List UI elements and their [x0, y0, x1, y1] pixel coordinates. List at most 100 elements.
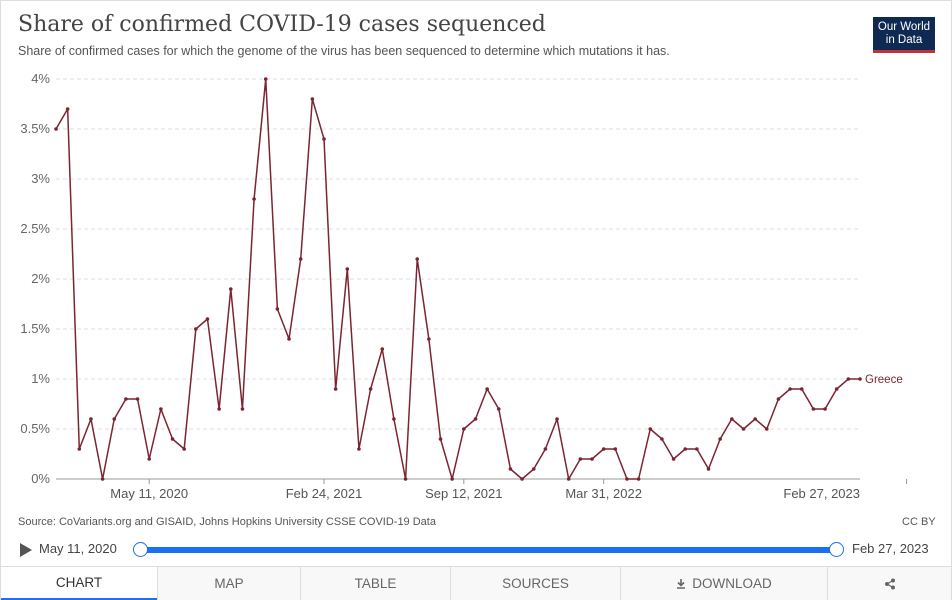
data-point: [427, 337, 431, 341]
data-point: [683, 447, 688, 451]
data-point: [415, 257, 420, 261]
download-icon: [677, 578, 686, 589]
data-point: [368, 387, 373, 391]
data-point: [333, 387, 338, 391]
timeline-start-handle[interactable]: [133, 542, 148, 557]
tab-sources[interactable]: SOURCES: [450, 567, 620, 600]
y-tick-label: 4%: [31, 71, 50, 86]
y-tick-label: 0.5%: [20, 421, 50, 436]
data-point: [310, 97, 315, 101]
tab-map[interactable]: MAP: [157, 567, 300, 600]
data-point: [322, 137, 326, 141]
data-point: [205, 317, 210, 321]
data-point: [753, 417, 757, 421]
data-point: [858, 377, 862, 381]
data-point: [730, 417, 734, 421]
data-point: [135, 397, 140, 401]
source-note[interactable]: Source: CoVariants.org and GISAID, Johns…: [18, 516, 436, 528]
data-point: [450, 477, 454, 481]
timeline-end-handle[interactable]: [829, 542, 844, 557]
y-tick-label: 3%: [31, 171, 50, 186]
tab-download[interactable]: DOWNLOAD: [620, 567, 827, 600]
data-point: [718, 437, 722, 441]
tab-chart[interactable]: CHART: [1, 567, 157, 600]
data-point: [695, 447, 699, 451]
data-point: [263, 77, 268, 81]
data-point: [741, 427, 746, 431]
data-point: [217, 407, 221, 411]
data-point: [112, 417, 117, 421]
y-tick-label: 0%: [31, 471, 50, 486]
data-point: [194, 327, 198, 331]
data-point: [520, 477, 524, 481]
y-tick-label: 2%: [31, 271, 50, 286]
data-point: [345, 267, 350, 271]
data-point: [252, 197, 256, 201]
data-point: [275, 307, 280, 311]
data-point: [613, 447, 618, 451]
data-point: [65, 107, 70, 111]
tab-bar: CHART MAP TABLE SOURCES DOWNLOAD: [1, 566, 951, 600]
y-tick-label: 2.5%: [20, 221, 50, 236]
data-point: [834, 387, 839, 391]
data-point: [811, 407, 816, 411]
y-tick-label: 3.5%: [20, 121, 50, 136]
data-point: [636, 477, 641, 481]
data-point: [531, 467, 536, 471]
x-tick-label: Sep 12, 2021: [425, 486, 502, 501]
data-point: [89, 417, 93, 421]
data-point: [287, 337, 291, 341]
data-point: [823, 407, 827, 411]
data-point: [403, 477, 408, 481]
tab-table[interactable]: TABLE: [300, 567, 450, 600]
data-point: [590, 457, 594, 461]
data-point: [496, 407, 501, 411]
data-point: [462, 427, 466, 431]
timeline-slider: May 11, 2020 Feb 27, 2023: [0, 538, 952, 562]
tab-download-label: DOWNLOAD: [692, 576, 772, 591]
data-point: [508, 467, 513, 471]
data-point: [601, 447, 606, 451]
timeline-track[interactable]: [140, 547, 837, 553]
data-point: [100, 477, 105, 481]
line-chart: 0% 0.5% 1% 1.5% 2% 2.5% 3% 3.5% 4% May 11, 2020 Fe…: [20, 71, 908, 501]
logo-line-1: Our World: [877, 21, 931, 33]
data-point: [438, 437, 443, 441]
data-point: [240, 407, 245, 411]
x-tick-label: May 11, 2020: [110, 486, 188, 501]
data-point: [706, 467, 711, 471]
data-point: [182, 447, 186, 451]
data-point: [660, 437, 664, 441]
series-line-greece: [55, 78, 860, 480]
timeline-end-label: Feb 27, 2023: [852, 541, 929, 556]
chart-subtitle: Share of confirmed cases for which the g…: [18, 44, 670, 58]
data-point: [555, 417, 559, 421]
play-icon[interactable]: [20, 543, 32, 557]
data-point: [124, 397, 128, 401]
data-point: [648, 427, 653, 431]
logo-line-2: in Data: [885, 34, 923, 46]
data-point: [298, 257, 303, 261]
data-point: [77, 447, 82, 451]
license-label[interactable]: CC BY: [902, 516, 936, 528]
data-point: [846, 377, 851, 381]
data-point: [170, 437, 175, 441]
y-tick-label: 1.5%: [20, 321, 50, 336]
data-point: [159, 407, 163, 411]
data-point: [799, 387, 804, 391]
data-point: [776, 397, 781, 401]
series-label-greece: Greece: [865, 374, 903, 386]
x-tick-label: Mar 31, 2022: [565, 486, 642, 501]
x-tick-label: Feb 27, 2023: [783, 486, 860, 501]
data-point: [543, 447, 548, 451]
data-point: [485, 387, 489, 391]
data-point: [392, 417, 396, 421]
timeline-start-label: May 11, 2020: [39, 541, 117, 556]
data-point: [788, 387, 792, 391]
data-point: [671, 457, 676, 461]
data-point: [228, 287, 233, 291]
tab-share[interactable]: [827, 567, 951, 600]
y-tick-label: 1%: [31, 371, 50, 386]
owid-logo[interactable]: Our World in Data: [873, 17, 935, 53]
data-point: [578, 457, 583, 461]
